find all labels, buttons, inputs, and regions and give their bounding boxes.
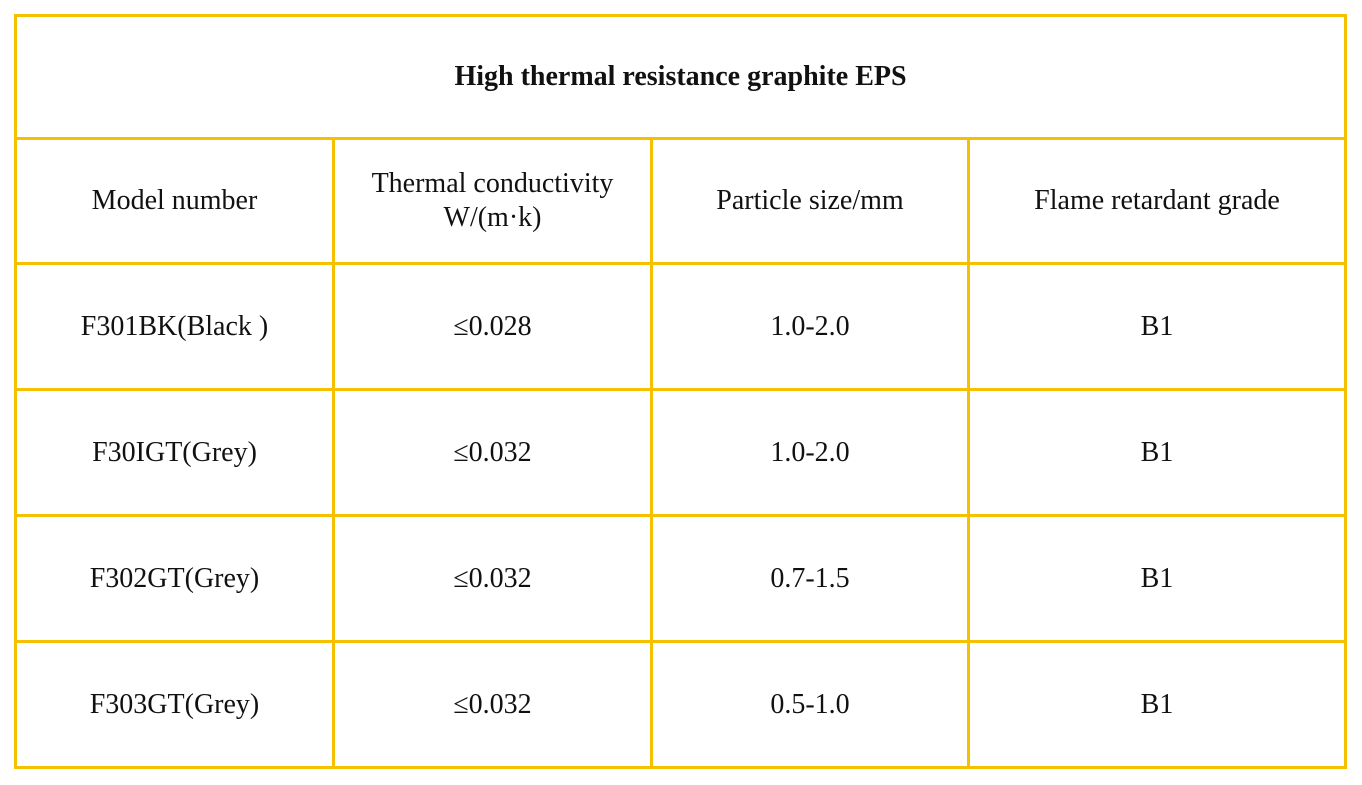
table-row: F301BK(Black ) ≤0.028 1.0-2.0 B1 bbox=[14, 262, 1347, 391]
table-row: F302GT(Grey) ≤0.032 0.7-1.5 B1 bbox=[14, 514, 1347, 643]
cell-thermal-conductivity: ≤0.032 bbox=[332, 514, 653, 643]
cell-particle-size: 1.0-2.0 bbox=[650, 262, 970, 391]
spec-table-container: High thermal resistance graphite EPS Mod… bbox=[14, 14, 1347, 769]
cell-thermal-conductivity: ≤0.032 bbox=[332, 640, 653, 769]
header-model-number: Model number bbox=[14, 137, 335, 265]
cell-particle-size: 0.5-1.0 bbox=[650, 640, 970, 769]
cell-model-number: F302GT(Grey) bbox=[14, 514, 335, 643]
cell-particle-size: 0.7-1.5 bbox=[650, 514, 970, 643]
cell-thermal-conductivity: ≤0.032 bbox=[332, 388, 653, 517]
spec-table: High thermal resistance graphite EPS Mod… bbox=[14, 14, 1347, 769]
table-title: High thermal resistance graphite EPS bbox=[14, 14, 1347, 140]
cell-flame-retardant-grade: B1 bbox=[967, 640, 1347, 769]
cell-model-number: F301BK(Black ) bbox=[14, 262, 335, 391]
cell-flame-retardant-grade: B1 bbox=[967, 262, 1347, 391]
table-row: F30IGT(Grey) ≤0.032 1.0-2.0 B1 bbox=[14, 388, 1347, 517]
cell-model-number: F30IGT(Grey) bbox=[14, 388, 335, 517]
cell-flame-retardant-grade: B1 bbox=[967, 514, 1347, 643]
table-row: F303GT(Grey) ≤0.032 0.5-1.0 B1 bbox=[14, 640, 1347, 769]
cell-flame-retardant-grade: B1 bbox=[967, 388, 1347, 517]
table-header-row: Model number Thermal conductivity W/(m·k… bbox=[14, 137, 1347, 265]
header-particle-size: Particle size/mm bbox=[650, 137, 970, 265]
table-title-row: High thermal resistance graphite EPS bbox=[14, 14, 1347, 140]
cell-thermal-conductivity: ≤0.028 bbox=[332, 262, 653, 391]
header-flame-retardant-grade: Flame retardant grade bbox=[967, 137, 1347, 265]
cell-particle-size: 1.0-2.0 bbox=[650, 388, 970, 517]
cell-model-number: F303GT(Grey) bbox=[14, 640, 335, 769]
header-thermal-conductivity: Thermal conductivity W/(m·k) bbox=[332, 137, 653, 265]
